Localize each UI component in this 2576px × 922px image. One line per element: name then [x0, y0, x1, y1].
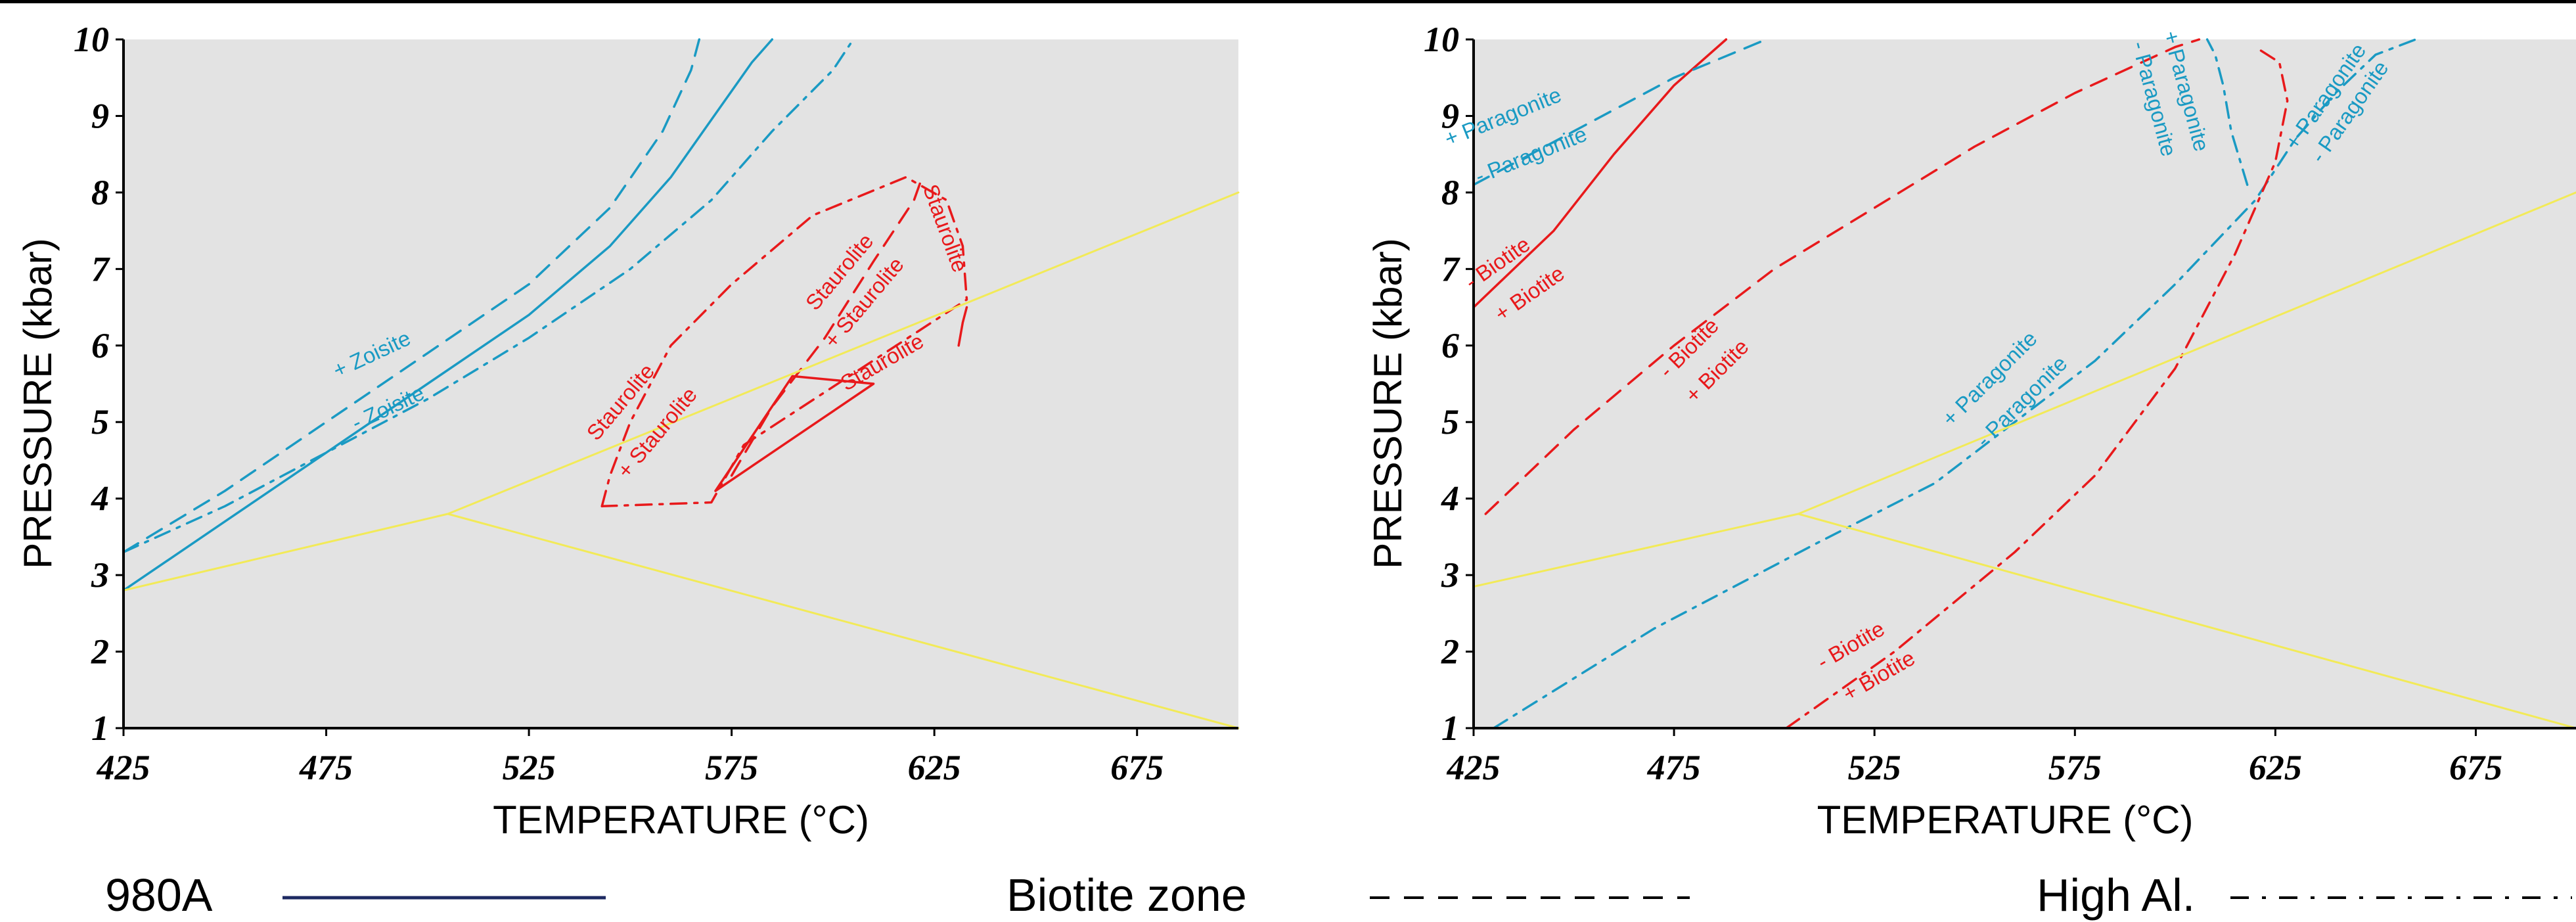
legend: 980A Biotite zone High Al. — [105, 869, 2572, 921]
y-tick-label: 10 — [1424, 20, 1459, 59]
series-line-0 — [1472, 38, 1728, 309]
legend-label-biotite-zone: Biotite zone — [1006, 869, 1247, 921]
x-tick-label: 475 — [299, 748, 353, 787]
series-line-1 — [1472, 38, 1768, 186]
series-line-3 — [1492, 38, 2417, 729]
legend-label-high-al: High Al. — [2037, 869, 2195, 921]
chart-panel-left: 1 2 3 4 5 6 7 8 9 10 425 475 525 575 625 675 TEMPERATURE… — [16, 20, 1240, 842]
series-line-8 — [447, 513, 1240, 729]
y-tick-label: 4 — [1441, 479, 1459, 519]
chart-panel-right: 1 2 3 4 5 6 7 8 9 10 425 475 525 575 625 675 TEMPERATURE… — [1366, 20, 2576, 842]
y-tick-label: 10 — [74, 20, 109, 59]
y-tick-label: 5 — [91, 402, 109, 442]
series-line-6 — [600, 175, 968, 508]
y-tick-label: 2 — [1441, 632, 1459, 672]
x-axis-title: TEMPERATURE (°C) — [493, 798, 869, 842]
x-tick-label: 675 — [2449, 748, 2502, 787]
y-tick-label: 3 — [91, 555, 109, 595]
y-tick-label: 6 — [1441, 326, 1459, 365]
y-tick-label: 8 — [91, 173, 109, 212]
y-tick-label: 3 — [1441, 555, 1459, 595]
x-tick-label: 625 — [2249, 748, 2302, 787]
legend-label-980a: 980A — [105, 869, 213, 921]
y-tick-label: 1 — [91, 708, 109, 748]
series-line-7 — [1797, 513, 2576, 729]
y-tick-label: 4 — [91, 479, 109, 519]
y-tick-label: 7 — [1441, 249, 1460, 288]
x-tick-label: 575 — [705, 748, 758, 787]
y-axis-title: PRESSURE (kbar) — [16, 238, 60, 568]
x-tick-label: 425 — [1447, 748, 1501, 787]
x-tick-label: 475 — [1647, 748, 1701, 787]
x-tick-label: 525 — [503, 748, 556, 787]
x-tick-label: 425 — [97, 748, 150, 787]
series-line-5 — [730, 175, 924, 477]
series-line-0 — [122, 38, 774, 592]
plot-area — [1474, 39, 2576, 728]
y-tick-label: 1 — [1441, 708, 1459, 748]
series-line-4 — [2205, 38, 2249, 186]
y-tick-label: 8 — [1441, 173, 1459, 212]
x-tick-label: 575 — [2048, 748, 2102, 787]
x-tick-label: 625 — [908, 748, 961, 787]
x-tick-label: 675 — [1110, 748, 1164, 787]
series-line-2 — [1484, 38, 2201, 515]
series-line-1 — [122, 38, 701, 553]
y-tick-label: 2 — [91, 632, 109, 672]
y-tick-label: 6 — [91, 326, 109, 365]
y-tick-label: 9 — [91, 96, 109, 135]
x-tick-label: 525 — [1848, 748, 1901, 787]
y-tick-label: 7 — [91, 249, 110, 288]
top-border-line — [0, 0, 2576, 3]
y-tick-label: 5 — [1441, 402, 1459, 442]
x-axis-title: TEMPERATURE (°C) — [1817, 798, 2194, 842]
plot-area — [124, 39, 1238, 728]
series-line-5 — [1785, 45, 2289, 729]
y-tick-label: 9 — [1441, 96, 1459, 135]
series-line-4 — [957, 306, 968, 347]
series-line-3 — [714, 375, 875, 492]
y-axis-title: PRESSURE (kbar) — [1366, 238, 1410, 568]
